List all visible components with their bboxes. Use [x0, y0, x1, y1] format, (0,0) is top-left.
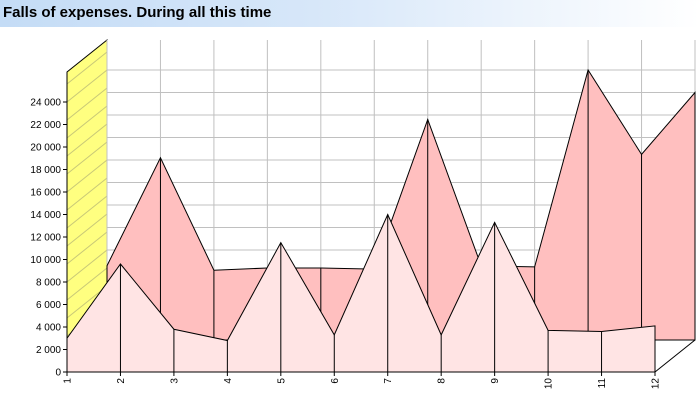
x-tick-label: 10: [544, 378, 555, 390]
x-tick-label: 5: [276, 378, 287, 384]
x-tick-label: 8: [437, 378, 448, 384]
y-tick-label: 14 000: [30, 210, 61, 221]
y-axis-labels: 0 2 000 4 000 6 000 8 000 10 000 12 000 14 000 1…: [30, 98, 61, 379]
side-wall-hatch: [66, 249, 108, 283]
side-wall-hatch: [66, 141, 108, 175]
x-tick-label: 7: [383, 378, 394, 384]
side-wall-hatch: [66, 123, 108, 157]
y-tick-label: 20 000: [30, 143, 61, 154]
side-wall-hatch: [66, 87, 108, 121]
y-tick-label: 4 000: [36, 323, 61, 334]
y-tick-label: 18 000: [30, 165, 61, 176]
x-tick-label: 12: [651, 378, 662, 390]
y-tick-label: 12 000: [30, 233, 61, 244]
y-tick-label: 2 000: [36, 345, 61, 356]
y-tick-label: 6 000: [36, 300, 61, 311]
floor-edge-right: [654, 339, 696, 373]
chart-title: Falls of expenses. During all this time: [3, 4, 272, 21]
axes: [63, 72, 656, 376]
x-tick-label: 4: [223, 378, 234, 384]
y-tick-label: 24 000: [30, 98, 61, 109]
side-wall-hatch: [66, 213, 108, 247]
side-wall-hatch: [66, 195, 108, 229]
side-wall-hatch: [66, 105, 108, 139]
side-wall-hatch: [66, 51, 108, 85]
x-tick-label: 11: [597, 378, 608, 389]
x-tick-label: 9: [490, 378, 501, 384]
y-tick-label: 0: [55, 368, 61, 379]
side-wall-hatch: [66, 267, 108, 301]
y-tick-label: 10 000: [30, 255, 61, 266]
side-wall-hatch: [66, 177, 108, 211]
chart-title-bar: Falls of expenses. During all this time: [0, 0, 700, 27]
x-tick-label: 6: [330, 378, 341, 384]
side-wall: [66, 38, 108, 374]
y-tick-label: 22 000: [30, 120, 61, 131]
series-front-area: [66, 213, 656, 373]
x-axis-labels: 1 2 3 4 5 6 7 8 9 10 11 12: [63, 378, 662, 390]
x-tick-label: 3: [169, 378, 180, 384]
x-tick-label: 1: [63, 378, 74, 384]
y-tick-label: 16 000: [30, 188, 61, 199]
side-wall-hatch: [66, 69, 108, 103]
y-tick-label: 8 000: [36, 278, 61, 289]
x-tick-label: 2: [116, 378, 127, 384]
side-wall-hatch: [66, 231, 108, 265]
side-wall-hatch: [66, 159, 108, 193]
